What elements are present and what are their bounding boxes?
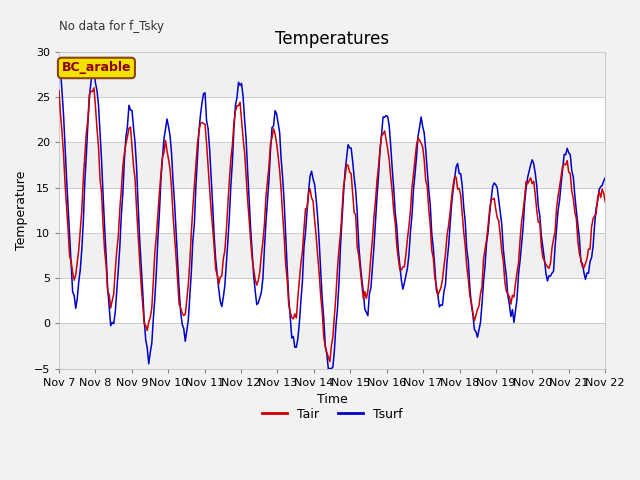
Text: No data for f_Tsky: No data for f_Tsky [59, 20, 164, 33]
Bar [59, 143, 605, 188]
Bar [59, 97, 605, 143]
Bar [59, 233, 605, 278]
Text: BC_arable: BC_arable [61, 61, 131, 74]
X-axis label: Time: Time [317, 393, 348, 406]
Bar [59, 188, 605, 233]
Y-axis label: Temperature: Temperature [15, 170, 28, 250]
Legend: Tair, Tsurf: Tair, Tsurf [257, 403, 407, 426]
Bar [59, 324, 605, 369]
Bar [59, 278, 605, 324]
Title: Temperatures: Temperatures [275, 30, 389, 48]
Bar [59, 52, 605, 97]
